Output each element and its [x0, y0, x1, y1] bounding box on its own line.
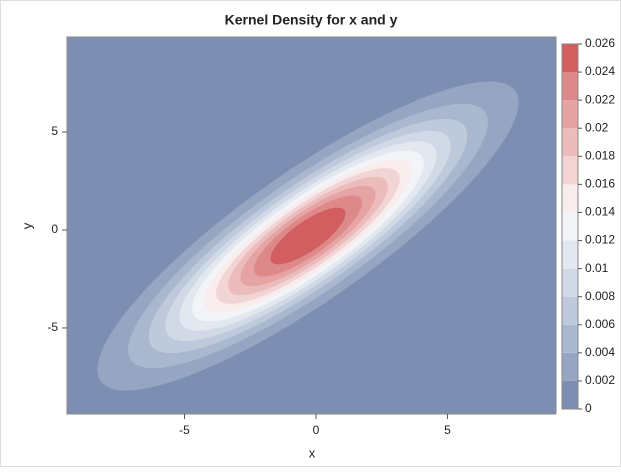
colorbar-band — [562, 268, 578, 297]
colorbar-tick-label: 0.012 — [585, 233, 615, 247]
density-contour — [270, 207, 346, 265]
plot-frame — [66, 36, 557, 415]
colorbar-tick-label: 0.02 — [585, 120, 609, 134]
colorbar-frame — [561, 43, 579, 410]
colorbar-band — [562, 324, 578, 353]
colorbar-band — [562, 240, 578, 269]
x-tick-label: 0 — [313, 423, 320, 437]
x-tick-label: 5 — [444, 423, 451, 437]
x-tick-label: -5 — [179, 423, 190, 437]
colorbar-tick-label: 0.014 — [585, 205, 615, 219]
chart-title: Kernel Density for x and y — [225, 12, 398, 28]
colorbar-tick-label: 0.002 — [585, 373, 615, 387]
y-tick-label: 5 — [51, 124, 58, 138]
colorbar-band — [562, 184, 578, 213]
colorbar-band — [562, 380, 578, 409]
colorbar-band — [562, 128, 578, 157]
colorbar-tick-label: 0.004 — [585, 345, 615, 359]
colorbar-tick-label: 0.022 — [585, 92, 615, 106]
y-tick-label: -5 — [47, 320, 58, 334]
colorbar-band — [562, 352, 578, 381]
colorbar-band — [562, 156, 578, 185]
colorbar-band — [562, 296, 578, 325]
colorbar-band — [562, 72, 578, 101]
colorbar-tick-label: 0.016 — [585, 177, 615, 191]
colorbar-band — [562, 212, 578, 241]
y-tick-label: 0 — [51, 222, 58, 236]
plot-area — [67, 37, 556, 414]
x-axis-label: x — [309, 445, 316, 460]
colorbar-tick-label: 0.018 — [585, 148, 615, 162]
colorbar-tick-label: 0 — [585, 401, 592, 415]
colorbar-tick-label: 0.024 — [585, 64, 615, 78]
colorbar-tick-label: 0.01 — [585, 261, 609, 275]
colorbar-band — [562, 100, 578, 129]
y-axis-label: y — [19, 222, 34, 229]
colorbar-band — [562, 44, 578, 73]
colorbar-tick-label: 0.008 — [585, 289, 615, 303]
colorbar-tick-label: 0.006 — [585, 317, 615, 331]
colorbar-tick-label: 0.026 — [585, 36, 615, 50]
